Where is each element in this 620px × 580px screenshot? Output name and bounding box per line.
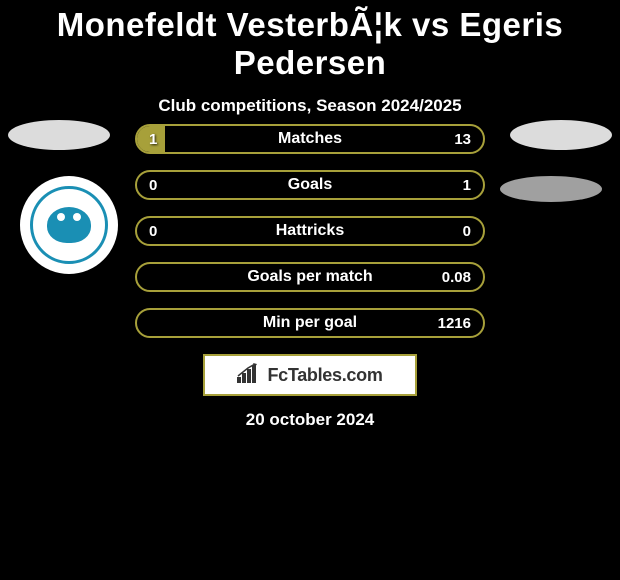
stat-row: Min per goal1216 xyxy=(135,308,485,338)
stat-label: Goals per match xyxy=(137,268,483,286)
fctables-logo-text: FcTables.com xyxy=(267,365,382,386)
stat-row: 0Goals1 xyxy=(135,170,485,200)
stat-row: 0Hattricks0 xyxy=(135,216,485,246)
stat-right-value: 0.08 xyxy=(442,269,471,286)
bars-icon xyxy=(237,363,261,388)
stat-right-value: 0 xyxy=(463,223,471,240)
page-title: Monefeldt VesterbÃ¦k vs Egeris Pedersen xyxy=(0,0,620,82)
subtitle: Club competitions, Season 2024/2025 xyxy=(0,96,620,116)
stat-label: Hattricks xyxy=(137,222,483,240)
club-badge-right-placeholder xyxy=(500,176,602,202)
club-badge-left xyxy=(20,176,118,274)
stats-container: 1Matches130Goals10Hattricks0Goals per ma… xyxy=(135,124,485,354)
stat-row: 1Matches13 xyxy=(135,124,485,154)
club-badge-roskilde-icon xyxy=(30,186,108,264)
player-left-placeholder xyxy=(8,120,110,150)
stat-label: Min per goal xyxy=(137,314,483,332)
stat-right-value: 13 xyxy=(454,131,471,148)
stat-right-value: 1216 xyxy=(438,315,471,332)
stat-row: Goals per match0.08 xyxy=(135,262,485,292)
stat-label: Matches xyxy=(137,130,483,148)
fctables-logo[interactable]: FcTables.com xyxy=(203,354,417,396)
player-right-placeholder xyxy=(510,120,612,150)
date-label: 20 october 2024 xyxy=(0,410,620,430)
stat-label: Goals xyxy=(137,176,483,194)
stat-right-value: 1 xyxy=(463,177,471,194)
